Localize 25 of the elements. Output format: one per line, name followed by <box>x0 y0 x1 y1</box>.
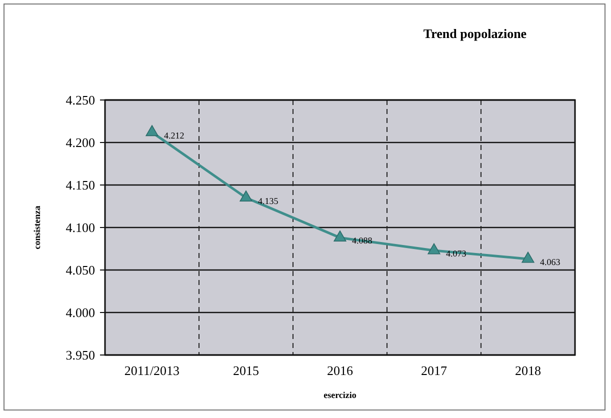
point <box>146 125 158 136</box>
x-tick-label: 2017 <box>421 363 448 378</box>
y-tick-label: 4.200 <box>66 135 95 150</box>
y-tick-label: 4.100 <box>66 220 95 236</box>
data-label: 4.088 <box>352 236 373 246</box>
y-tick-label: 3.950 <box>66 348 95 363</box>
x-tick-label: 2015 <box>233 363 259 378</box>
point <box>240 190 252 202</box>
point <box>428 243 440 254</box>
y-tick-label: 4.000 <box>66 305 95 320</box>
chart-title: Trend popolazione <box>423 26 527 41</box>
data-label: 4.212 <box>164 130 184 140</box>
point <box>334 230 346 242</box>
y-axis-title: consistenza <box>32 205 42 250</box>
y-tick-label: 4.050 <box>66 262 95 278</box>
x-tick-label: 2011/2013 <box>124 363 180 378</box>
x-axis-title: esercizio <box>324 390 357 400</box>
x-tick-label: 2018 <box>515 363 541 378</box>
data-label: 4.063 <box>540 256 561 267</box>
point <box>522 252 534 263</box>
y-tick-label: 4.250 <box>66 92 95 108</box>
data-label: 4.073 <box>446 248 467 258</box>
y-tick-label: 4.150 <box>66 178 95 193</box>
data-label: 4.135 <box>258 196 279 206</box>
x-tick-label: 2016 <box>327 363 354 378</box>
